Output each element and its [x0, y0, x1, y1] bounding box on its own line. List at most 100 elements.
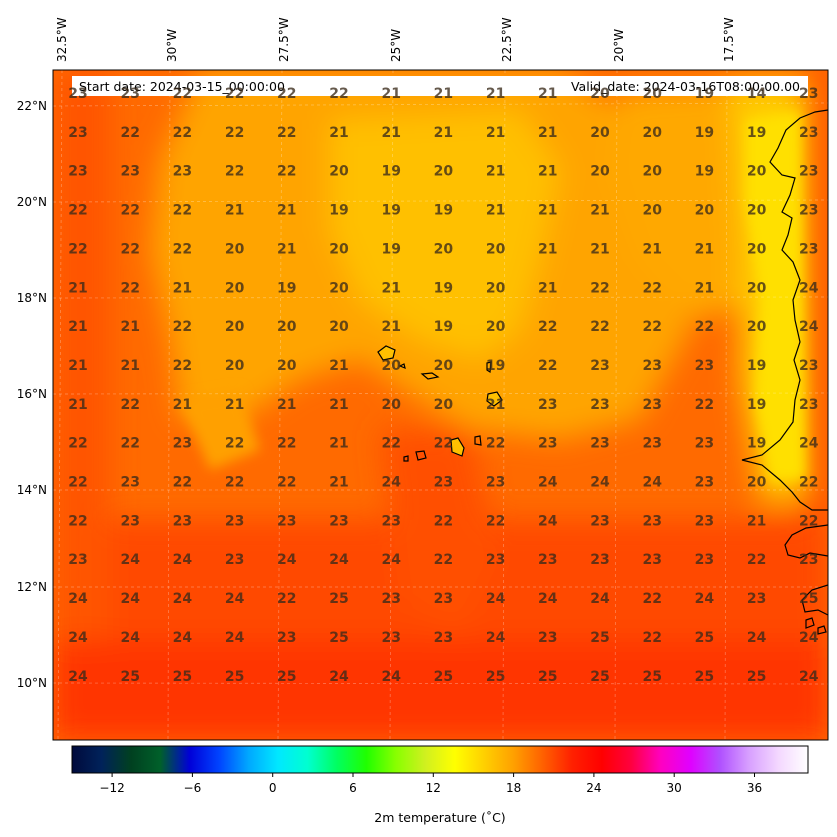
grid-value: 25 [747, 669, 766, 685]
grid-value: 24 [695, 591, 715, 607]
grid-value: 22 [173, 125, 192, 141]
island-maio [474, 435, 482, 446]
grid-value: 22 [120, 397, 139, 413]
grid-value: 21 [68, 397, 87, 413]
grid-value: 22 [173, 241, 192, 257]
grid-value: 20 [747, 280, 767, 296]
grid-value: 24 [799, 669, 819, 685]
grid-value: 23 [695, 436, 714, 452]
plot-frame [52, 69, 829, 741]
grid-value: 20 [434, 358, 454, 374]
colorbar-tick-label: 18 [506, 781, 521, 795]
grid-value: 25 [695, 630, 714, 646]
grid-value: 23 [173, 164, 192, 180]
field-mid-warm-band [380, 430, 500, 640]
grid-value: 25 [120, 669, 139, 685]
grid-value: 22 [68, 203, 87, 219]
grid-value: 23 [799, 164, 818, 180]
colorbar-tick-label: 36 [747, 781, 762, 795]
grid-value: 22 [120, 241, 139, 257]
grid-value: 22 [225, 86, 244, 102]
grid-value: 24 [799, 630, 819, 646]
grid-value: 24 [173, 591, 193, 607]
grid-value: 23 [68, 552, 87, 568]
grid-value: 22 [120, 125, 139, 141]
grid-value: 20 [225, 280, 245, 296]
grid-value: 22 [538, 358, 557, 374]
grid-value: 25 [486, 669, 505, 685]
grid-value: 20 [277, 319, 297, 335]
grid-value: 22 [590, 319, 609, 335]
grid-value: 20 [486, 319, 506, 335]
field-west-warm [53, 70, 110, 740]
grid-value: 22 [538, 319, 557, 335]
grid-value: 23 [225, 513, 244, 529]
grid-value: 24 [120, 552, 140, 568]
lon-label: 30°W [165, 29, 179, 62]
grid-value: 21 [538, 203, 557, 219]
grid-value: 22 [277, 86, 296, 102]
grid-value: 24 [642, 475, 662, 491]
grid-value: 23 [747, 591, 766, 607]
longitude-labels: 32.5°W 30°W 27.5°W 25°W 22.5°W 20°W 17.5… [55, 17, 736, 62]
grid-value: 23 [381, 513, 400, 529]
grid-value: 22 [225, 125, 244, 141]
grid-value: 24 [173, 552, 193, 568]
field-coastal-yellow [745, 110, 805, 480]
grid-value: 24 [799, 436, 819, 452]
grid-value: 20 [486, 241, 506, 257]
grid-value: 23 [173, 513, 192, 529]
grid-value: 20 [642, 125, 662, 141]
grid-value: 20 [642, 86, 662, 102]
grid-value: 22 [173, 86, 192, 102]
grid-value: 24 [538, 513, 558, 529]
grid-value: 23 [695, 358, 714, 374]
grid-value: 21 [381, 280, 400, 296]
grid-value: 21 [381, 319, 400, 335]
grid-value: 23 [381, 630, 400, 646]
lon-label: 25°W [389, 29, 403, 62]
grid-value: 24 [538, 591, 558, 607]
grid-value: 19 [434, 280, 453, 296]
lat-label: 12°N [17, 580, 47, 594]
grid-value: 22 [120, 203, 139, 219]
grid-value: 23 [695, 475, 714, 491]
grid-value: 19 [747, 358, 766, 374]
grid-value: 21 [68, 319, 87, 335]
grid-value: 23 [434, 630, 453, 646]
grid-value: 22 [381, 436, 400, 452]
lat-label: 16°N [17, 387, 47, 401]
grid-value: 21 [277, 241, 296, 257]
grid-value: 23 [538, 552, 557, 568]
grid-value: 19 [747, 436, 766, 452]
grid-value: 24 [68, 669, 88, 685]
grid-value: 21 [486, 125, 505, 141]
grid-value: 21 [120, 358, 139, 374]
colorbar: −12 −6 0 6 12 18 24 30 36 2m temperature (˚C) [71, 745, 809, 825]
grid-value: 20 [277, 358, 297, 374]
grid-value: 24 [225, 630, 245, 646]
grid-value: 20 [642, 203, 662, 219]
grid-value: 19 [277, 280, 296, 296]
grid-value: 21 [173, 397, 192, 413]
grid-value: 23 [120, 513, 139, 529]
grid-value: 22 [329, 86, 348, 102]
grid-value: 21 [695, 241, 714, 257]
grid-value: 21 [381, 125, 400, 141]
grid-value: 25 [590, 669, 609, 685]
island-santiago [450, 437, 465, 457]
grid-value: 20 [225, 319, 245, 335]
grid-value: 22 [173, 475, 192, 491]
grid-value: 20 [747, 203, 767, 219]
lat-label: 20°N [17, 195, 47, 209]
grid-value: 23 [277, 630, 296, 646]
grid-value: 20 [225, 358, 245, 374]
grid-value: 21 [277, 397, 296, 413]
grid-value: 22 [642, 630, 661, 646]
grid-value: 23 [695, 513, 714, 529]
grid-value: 23 [590, 513, 609, 529]
grid-value: 23 [329, 513, 348, 529]
grid-value: 25 [329, 591, 348, 607]
grid-value: 23 [277, 513, 296, 529]
grid-value: 23 [695, 552, 714, 568]
